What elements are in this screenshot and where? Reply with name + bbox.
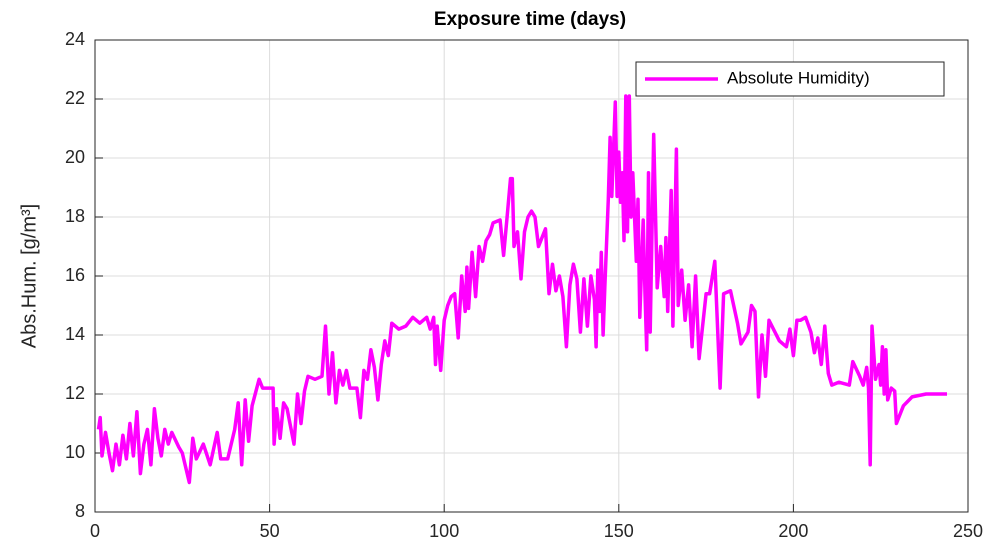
x-tick-label: 0 bbox=[90, 521, 100, 541]
y-tick-label: 8 bbox=[75, 501, 85, 521]
chart-title: Exposure time (days) bbox=[434, 9, 626, 30]
y-axis-label: Abs.Hum. [g/m³] bbox=[18, 204, 40, 348]
x-tick-label: 100 bbox=[429, 521, 459, 541]
legend-label: Absolute Humidity) bbox=[727, 68, 870, 87]
y-tick-label: 12 bbox=[65, 383, 85, 403]
y-tick-label: 10 bbox=[65, 442, 85, 462]
y-tick-label: 14 bbox=[65, 324, 85, 344]
y-tick-label: 20 bbox=[65, 147, 85, 167]
y-tick-label: 22 bbox=[65, 88, 85, 108]
y-tick-label: 16 bbox=[65, 265, 85, 285]
y-tick-label: 24 bbox=[65, 29, 85, 49]
data-line bbox=[96, 94, 947, 485]
x-tick-label: 50 bbox=[260, 521, 280, 541]
plot-frame bbox=[94, 39, 969, 513]
y-tick-label: 18 bbox=[65, 206, 85, 226]
x-tick-label: 250 bbox=[953, 521, 983, 541]
x-tick-label: 150 bbox=[604, 521, 634, 541]
x-tick-label: 200 bbox=[778, 521, 808, 541]
